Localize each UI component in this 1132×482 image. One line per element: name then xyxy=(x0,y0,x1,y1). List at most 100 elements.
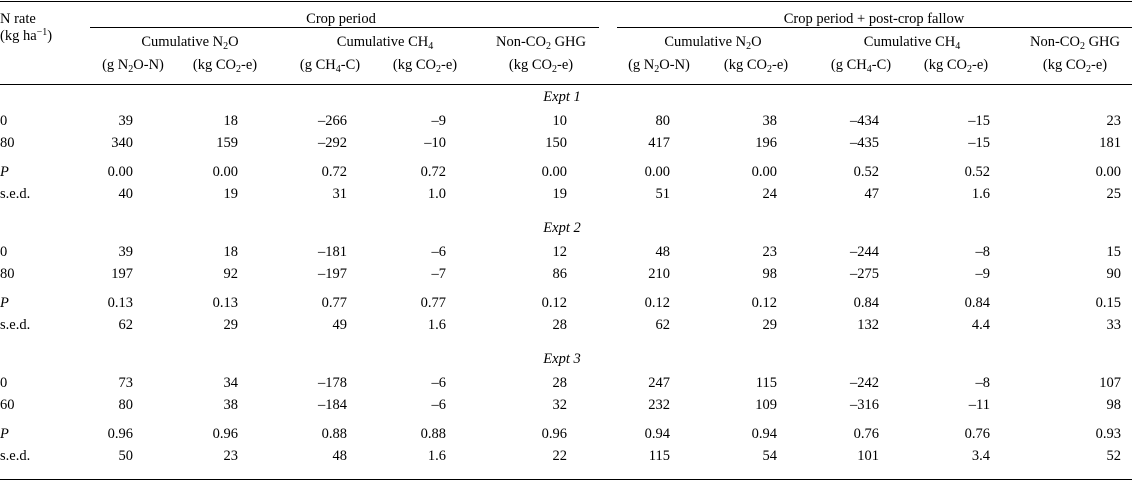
nrate-unit-text: (kg ha xyxy=(0,28,37,44)
nrate-header: N rate xyxy=(0,11,36,28)
table-cell: 0.52 xyxy=(964,164,990,180)
table-cell: –275 xyxy=(850,266,879,282)
unit-text-0-0-part-0: (g N xyxy=(102,57,129,73)
table-cell: 0.12 xyxy=(644,295,670,311)
table-cell: –7 xyxy=(431,266,447,282)
table-cell: 132 xyxy=(857,317,879,333)
col-header-text-2-part-0: Non-CO xyxy=(496,34,546,50)
unit-text-4-1: (kg CO2-e) xyxy=(923,57,988,75)
unit-header-3-0: (g N2O-N) xyxy=(628,57,690,75)
row-label: P xyxy=(0,426,9,442)
unit-text-2-0-part-1: 2 xyxy=(552,64,558,75)
unit-text-0-1: (kg CO2-e) xyxy=(193,57,257,75)
unit-text-1-1: (kg CO2-e) xyxy=(393,57,457,75)
table-cell: 0.00 xyxy=(644,164,670,180)
table-cell: 0.93 xyxy=(1095,426,1121,442)
unit-text-4-1-part-1: 2 xyxy=(967,64,973,75)
table-cell: 0.00 xyxy=(751,164,777,180)
table-cell: 52 xyxy=(1106,448,1122,464)
row-label: P xyxy=(0,295,9,311)
fallow-period-rule xyxy=(617,27,1132,28)
group-crop-fallow: Crop period + post-crop fallow xyxy=(783,11,965,27)
table-cell: 10 xyxy=(552,113,568,129)
col-header-text-0-part-2: O xyxy=(228,34,239,50)
col-header-text-5: Non-CO2 GHG xyxy=(1030,34,1120,52)
unit-text-5-0-part-1: 2 xyxy=(1086,64,1092,75)
table-cell: 0.13 xyxy=(107,295,133,311)
nrate-title: N rate xyxy=(0,11,36,27)
table-cell: 181 xyxy=(1099,135,1121,151)
experiment-label: Expt 3 xyxy=(543,351,581,367)
table-cell: 3.4 xyxy=(971,448,990,464)
table-cell: 1.6 xyxy=(971,186,990,202)
unit-header-1-0: (g CH4-C) xyxy=(300,57,361,75)
table-cell: 12 xyxy=(552,244,568,260)
table-cell: 28 xyxy=(552,375,568,391)
table-cell: 23 xyxy=(762,244,778,260)
unit-text-4-0-part-1: 4 xyxy=(866,64,872,75)
row-label: P xyxy=(0,164,9,180)
table-cell: –15 xyxy=(968,113,990,129)
bottom-rule xyxy=(0,479,1132,480)
table-cell: –244 xyxy=(850,244,879,260)
table-cell: 4.4 xyxy=(971,317,990,333)
table-cell: 80 xyxy=(655,113,671,129)
row-label: 80 xyxy=(0,266,15,282)
table-cell: 0.72 xyxy=(420,164,446,180)
row-label: s.e.d. xyxy=(0,448,31,464)
col-header-text-5-part-2: GHG xyxy=(1084,34,1120,50)
table-cell: 23 xyxy=(1106,113,1122,129)
table-cell: 54 xyxy=(762,448,778,464)
col-header-text-4-part-1: 4 xyxy=(955,41,961,52)
table-cell: 0.12 xyxy=(751,295,777,311)
table-cell: 39 xyxy=(118,244,134,260)
col-header-text-2: Non-CO2 GHG xyxy=(496,34,586,52)
table-cell: 47 xyxy=(864,186,880,202)
top-rule xyxy=(0,1,1132,2)
col-header-text-2-part-1: 2 xyxy=(545,41,551,52)
table-cell: 0.94 xyxy=(644,426,670,442)
table-cell: 31 xyxy=(332,186,348,202)
unit-text-0-0-part-2: O-N) xyxy=(133,57,164,73)
table-cell: 0.96 xyxy=(212,426,238,442)
table-cell: 15 xyxy=(1106,244,1122,260)
col-header-text-1: Cumulative CH4 xyxy=(337,34,434,52)
table-cell: 1.6 xyxy=(427,317,446,333)
table-cell: 0.72 xyxy=(321,164,347,180)
table-cell: 22 xyxy=(552,448,568,464)
row-label: 0 xyxy=(0,375,8,391)
table-cell: 0.84 xyxy=(964,295,990,311)
table-cell: 98 xyxy=(1106,397,1122,413)
table-cell: 0.00 xyxy=(212,164,238,180)
unit-text-1-0-part-2: -C) xyxy=(340,57,361,73)
table-cell: 0.84 xyxy=(853,295,879,311)
table-cell: 109 xyxy=(755,397,777,413)
table-cell: –292 xyxy=(318,135,347,151)
col-header-text-1-part-1: 4 xyxy=(428,41,434,52)
unit-text-3-0-part-2: O-N) xyxy=(659,57,690,73)
table-cell: 39 xyxy=(118,113,134,129)
unit-text-4-1-part-0: (kg CO xyxy=(923,57,968,73)
col-header-text-4: Cumulative CH4 xyxy=(864,34,961,52)
table-cell: –184 xyxy=(318,397,347,413)
table-cell: –6 xyxy=(431,397,447,413)
table-cell: –6 xyxy=(431,244,447,260)
table-cell: 38 xyxy=(762,113,778,129)
table-cell: 0.00 xyxy=(541,164,567,180)
table-cell: 25 xyxy=(1106,186,1122,202)
table-cell: –197 xyxy=(318,266,347,282)
unit-header-0-0: (g N2O-N) xyxy=(102,57,164,75)
unit-text-0-1-part-1: 2 xyxy=(236,64,242,75)
table-cell: 417 xyxy=(648,135,670,151)
table-cell: 48 xyxy=(655,244,671,260)
col-header-text-2-part-2: GHG xyxy=(550,34,586,50)
table-cell: –11 xyxy=(968,397,990,413)
col-header-text-5-part-1: 2 xyxy=(1079,41,1085,52)
table-cell: 0.77 xyxy=(420,295,446,311)
unit-text-5-0: (kg CO2-e) xyxy=(1043,57,1107,75)
table-cell: –316 xyxy=(850,397,879,413)
table-cell: –8 xyxy=(975,244,991,260)
col-header-n2o-3: Cumulative N2O xyxy=(664,34,761,52)
table-cell: 115 xyxy=(755,375,777,391)
table-cell: 0.00 xyxy=(1095,164,1121,180)
